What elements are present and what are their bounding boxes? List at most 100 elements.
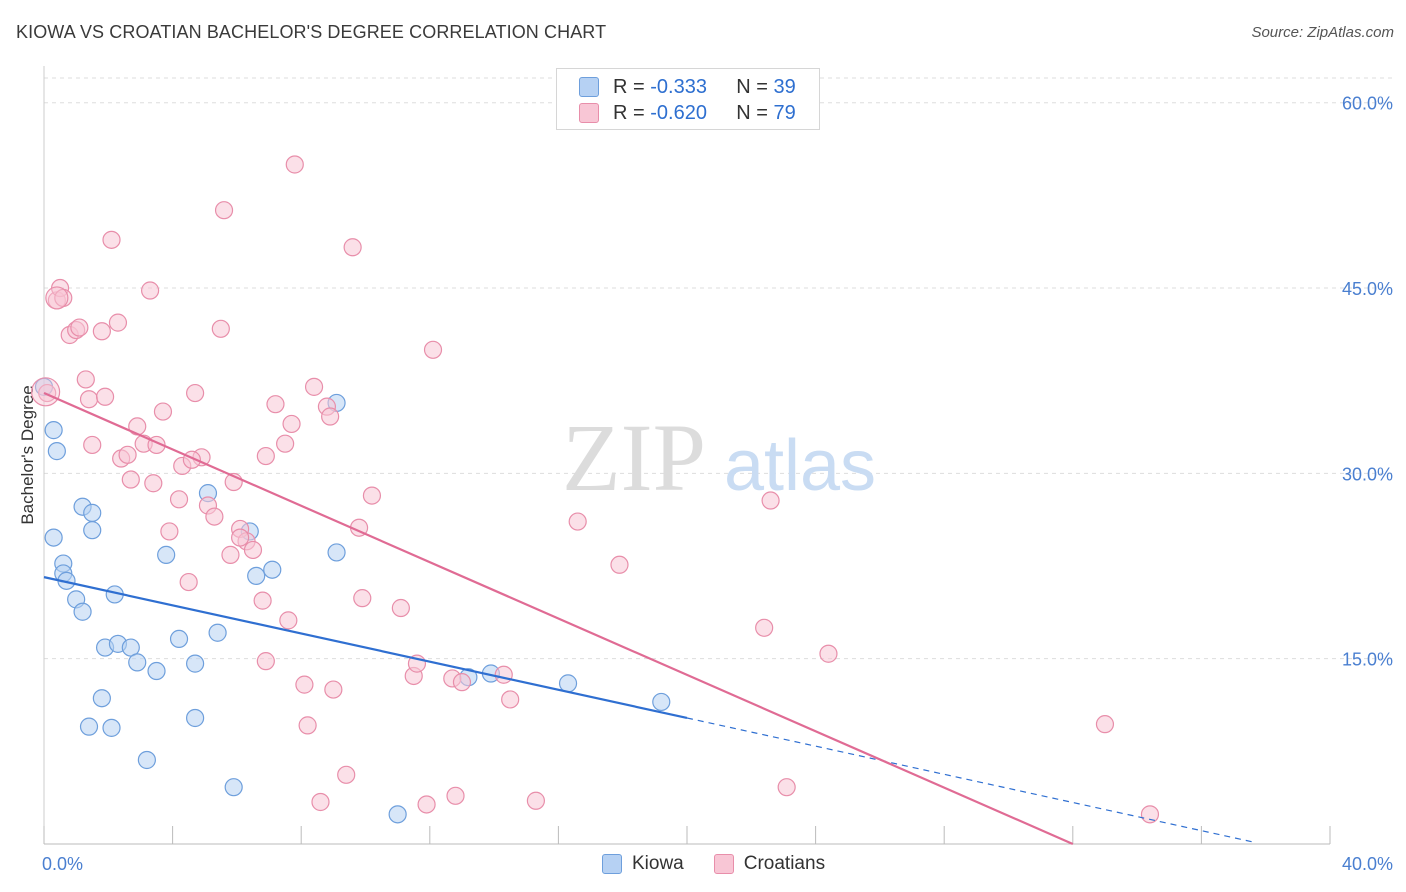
croatian-point	[256, 446, 275, 466]
croatian-point	[452, 673, 472, 692]
source-label: Source: ZipAtlas.com	[1251, 24, 1394, 41]
croatian-point	[76, 370, 95, 389]
legend-item-croatians: Croatians	[713, 853, 826, 875]
kiowa-point	[558, 674, 578, 693]
kiowa-point	[137, 750, 156, 770]
kiowa-point	[186, 708, 205, 728]
croatian-point	[79, 390, 99, 409]
croatian-point-large	[31, 377, 61, 407]
croatian-point	[755, 618, 774, 637]
croatian-point	[169, 490, 189, 509]
tick-labels: 15.0% 30.0% 45.0% 60.0% 0.0% 40.0%	[42, 94, 1393, 874]
croatian-point	[304, 377, 324, 396]
croatian-point	[205, 507, 224, 526]
axes	[43, 66, 1331, 845]
r-value: -0.620	[650, 101, 707, 124]
croatian-point	[83, 435, 102, 455]
croatian-point	[494, 665, 513, 684]
croatian-point	[231, 528, 250, 547]
croatian-trend-line	[43, 392, 1074, 846]
series-legend: Kiowa Croatians	[602, 852, 855, 876]
croatian-point	[446, 786, 465, 805]
kiowa-point	[73, 602, 92, 621]
croatian-point-large	[45, 286, 69, 310]
croatian-point	[256, 652, 275, 671]
croatian-points	[31, 155, 1160, 824]
croatian-point	[92, 322, 111, 341]
kiowa-point	[102, 718, 121, 737]
croatian-point	[140, 281, 160, 300]
croatian-point	[108, 313, 128, 332]
y-tick-label: 15.0%	[1342, 650, 1393, 670]
r-label: R =	[613, 101, 645, 124]
croatian-point	[214, 201, 234, 220]
watermark-atlas: atlas	[724, 426, 876, 506]
croatian-point	[568, 512, 587, 531]
croatian-point	[423, 340, 443, 359]
croatian-point	[1095, 715, 1115, 734]
croatian-point	[610, 555, 629, 574]
croatian-point	[311, 792, 330, 812]
croatian-point	[282, 414, 301, 434]
n-value: 39	[773, 75, 796, 98]
kiowa-point	[388, 805, 407, 824]
r-label: R =	[613, 75, 645, 98]
kiowa-point	[92, 689, 111, 708]
croatian-legend-label: Croatians	[743, 853, 826, 874]
kiowa-point	[44, 528, 63, 547]
croatian-point	[253, 591, 272, 610]
croatian-legend-swatch	[713, 854, 734, 874]
croatian-point	[118, 445, 137, 464]
croatian-point	[121, 470, 140, 489]
kiowa-point	[157, 545, 176, 564]
n-label: N =	[736, 101, 768, 124]
kiowa-point	[83, 503, 102, 522]
croatian-point	[819, 644, 838, 663]
croatian-point	[417, 795, 436, 814]
croatian-point	[221, 545, 240, 564]
croatian-point	[285, 155, 304, 174]
trend-lines	[43, 392, 1253, 846]
croatian-point	[95, 387, 115, 406]
croatian-point	[153, 402, 173, 421]
kiowa-legend-swatch	[602, 854, 622, 874]
croatian-point	[298, 716, 317, 735]
croatian-point	[353, 589, 372, 608]
chart-title: KIOWA VS CROATIAN BACHELOR'S DEGREE CORR…	[16, 22, 607, 42]
kiowa-point	[44, 421, 63, 440]
croatian-point	[362, 486, 382, 505]
croatian-point	[179, 572, 198, 592]
gridlines	[44, 77, 1392, 660]
kiowa-swatch	[579, 77, 599, 97]
croatian-point	[186, 383, 205, 403]
croatian-point	[276, 434, 295, 453]
croatian-point	[266, 395, 285, 414]
legend-row-kiowa: R = -0.333 N = 39	[579, 75, 796, 99]
legend-row-croatians: R = -0.620 N = 79	[579, 101, 796, 125]
kiowa-point	[47, 442, 66, 461]
legend-item-kiowa: Kiowa	[602, 853, 684, 875]
croatian-point	[324, 680, 343, 699]
croatian-point	[337, 765, 356, 784]
kiowa-trend-extension	[686, 717, 1253, 843]
croatian-point	[1140, 805, 1160, 824]
kiowa-legend-label: Kiowa	[632, 853, 684, 874]
x-tick-label-min: 0.0%	[42, 854, 83, 874]
kiowa-point	[263, 560, 282, 579]
r-value: -0.333	[650, 75, 707, 98]
croatian-point	[761, 491, 780, 510]
kiowa-point	[79, 717, 99, 736]
croatian-swatch	[579, 103, 599, 123]
kiowa-point	[652, 692, 671, 712]
croatian-point	[343, 238, 362, 257]
y-tick-label: 45.0%	[1342, 279, 1393, 299]
croatian-point	[70, 318, 89, 337]
kiowa-point	[327, 543, 346, 562]
x-tick-label-max: 40.0%	[1342, 854, 1393, 874]
croatian-point	[321, 407, 340, 426]
kiowa-trend-line	[43, 576, 688, 720]
kiowa-point	[224, 778, 243, 797]
croatian-point	[526, 791, 545, 810]
kiowa-point	[169, 629, 189, 649]
